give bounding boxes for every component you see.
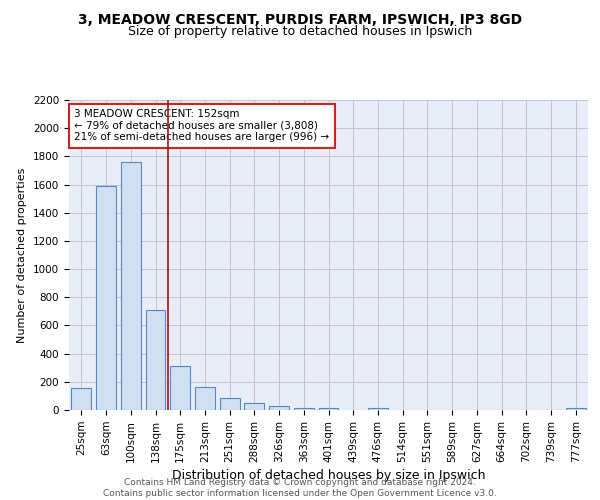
Text: 3, MEADOW CRESCENT, PURDIS FARM, IPSWICH, IP3 8GD: 3, MEADOW CRESCENT, PURDIS FARM, IPSWICH… — [78, 12, 522, 26]
X-axis label: Distribution of detached houses by size in Ipswich: Distribution of detached houses by size … — [172, 469, 485, 482]
Y-axis label: Number of detached properties: Number of detached properties — [17, 168, 28, 342]
Bar — [170, 366, 190, 410]
Bar — [566, 408, 586, 410]
Text: Size of property relative to detached houses in Ipswich: Size of property relative to detached ho… — [128, 25, 472, 38]
Bar — [121, 162, 140, 410]
Bar — [146, 310, 166, 410]
Bar — [368, 408, 388, 410]
Bar — [244, 403, 264, 410]
Bar — [195, 388, 215, 410]
Bar — [71, 388, 91, 410]
Bar — [319, 408, 338, 410]
Text: Contains HM Land Registry data © Crown copyright and database right 2024.
Contai: Contains HM Land Registry data © Crown c… — [103, 478, 497, 498]
Bar — [220, 398, 239, 410]
Bar — [96, 186, 116, 410]
Bar — [294, 408, 314, 410]
Bar — [269, 406, 289, 410]
Text: 3 MEADOW CRESCENT: 152sqm
← 79% of detached houses are smaller (3,808)
21% of se: 3 MEADOW CRESCENT: 152sqm ← 79% of detac… — [74, 110, 329, 142]
